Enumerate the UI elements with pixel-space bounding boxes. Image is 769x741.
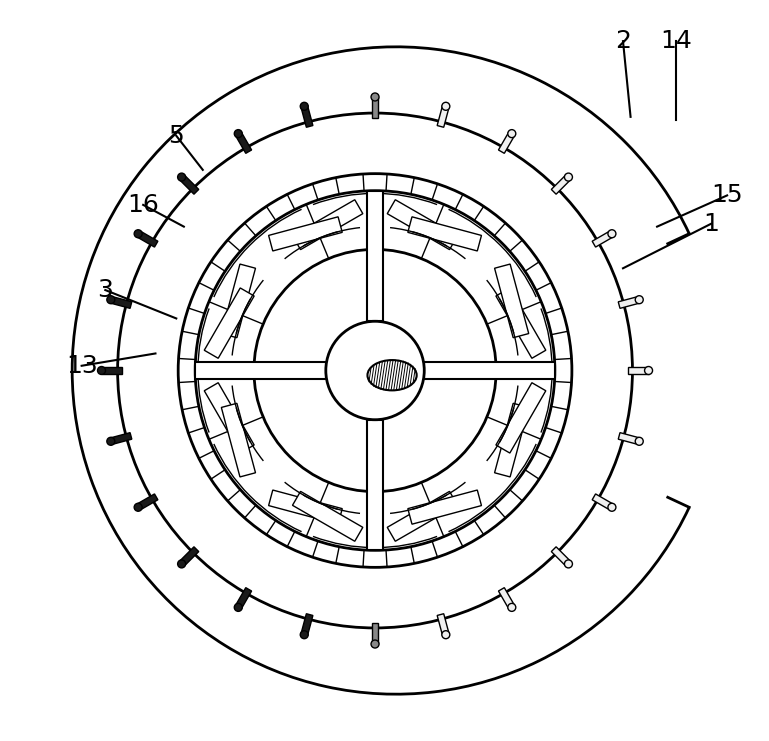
Polygon shape: [301, 614, 313, 636]
Ellipse shape: [235, 603, 242, 611]
Text: 5: 5: [168, 124, 184, 147]
Ellipse shape: [98, 367, 105, 374]
Polygon shape: [551, 175, 571, 194]
Polygon shape: [437, 105, 449, 127]
Polygon shape: [618, 296, 640, 308]
Polygon shape: [235, 132, 251, 153]
Circle shape: [254, 250, 496, 491]
Ellipse shape: [134, 503, 142, 511]
Ellipse shape: [300, 631, 308, 639]
Ellipse shape: [368, 360, 417, 391]
Polygon shape: [498, 132, 514, 153]
Polygon shape: [592, 230, 614, 247]
Ellipse shape: [107, 437, 115, 445]
Polygon shape: [205, 288, 255, 359]
Circle shape: [195, 190, 555, 551]
Polygon shape: [618, 433, 640, 445]
Ellipse shape: [107, 296, 115, 304]
Polygon shape: [292, 491, 363, 541]
Polygon shape: [292, 200, 363, 250]
Text: 14: 14: [660, 29, 692, 53]
Polygon shape: [496, 382, 546, 453]
Polygon shape: [371, 97, 378, 118]
Circle shape: [326, 322, 424, 419]
Polygon shape: [551, 547, 571, 566]
Polygon shape: [179, 547, 198, 566]
Polygon shape: [367, 190, 383, 322]
Polygon shape: [268, 490, 342, 524]
Polygon shape: [498, 588, 514, 609]
Polygon shape: [179, 175, 198, 194]
Polygon shape: [102, 367, 122, 374]
Polygon shape: [268, 217, 342, 251]
Polygon shape: [628, 367, 648, 374]
Polygon shape: [221, 403, 255, 477]
Ellipse shape: [508, 130, 516, 138]
Ellipse shape: [635, 296, 643, 304]
Polygon shape: [371, 623, 378, 644]
Polygon shape: [205, 382, 255, 453]
Ellipse shape: [235, 130, 242, 138]
Ellipse shape: [134, 230, 142, 238]
Ellipse shape: [442, 102, 450, 110]
Ellipse shape: [300, 102, 308, 110]
Ellipse shape: [564, 173, 572, 181]
Polygon shape: [195, 362, 326, 379]
Polygon shape: [136, 494, 158, 511]
Ellipse shape: [371, 640, 379, 648]
Polygon shape: [388, 491, 458, 541]
Ellipse shape: [635, 437, 643, 445]
Polygon shape: [494, 264, 529, 338]
Polygon shape: [437, 614, 449, 636]
Polygon shape: [301, 105, 313, 127]
Ellipse shape: [442, 631, 450, 639]
Ellipse shape: [371, 93, 379, 101]
Text: 16: 16: [127, 193, 159, 217]
Polygon shape: [110, 296, 131, 308]
Ellipse shape: [644, 367, 653, 374]
Polygon shape: [408, 217, 481, 251]
Polygon shape: [592, 494, 614, 511]
Text: 13: 13: [66, 353, 98, 378]
Polygon shape: [424, 362, 555, 379]
Polygon shape: [136, 230, 158, 247]
Polygon shape: [367, 419, 383, 551]
Ellipse shape: [608, 230, 616, 238]
Ellipse shape: [178, 173, 185, 181]
Text: 1: 1: [703, 212, 719, 236]
Polygon shape: [221, 264, 255, 338]
Text: 3: 3: [98, 278, 113, 302]
Ellipse shape: [608, 503, 616, 511]
Polygon shape: [388, 200, 458, 250]
Circle shape: [178, 173, 572, 568]
Polygon shape: [408, 490, 481, 524]
Circle shape: [118, 113, 632, 628]
Text: 15: 15: [711, 184, 743, 207]
Polygon shape: [496, 288, 546, 359]
Ellipse shape: [508, 603, 516, 611]
Ellipse shape: [564, 560, 572, 568]
Ellipse shape: [178, 560, 185, 568]
Polygon shape: [110, 433, 131, 445]
Polygon shape: [494, 403, 529, 477]
Text: 2: 2: [615, 29, 631, 53]
Polygon shape: [235, 588, 251, 609]
